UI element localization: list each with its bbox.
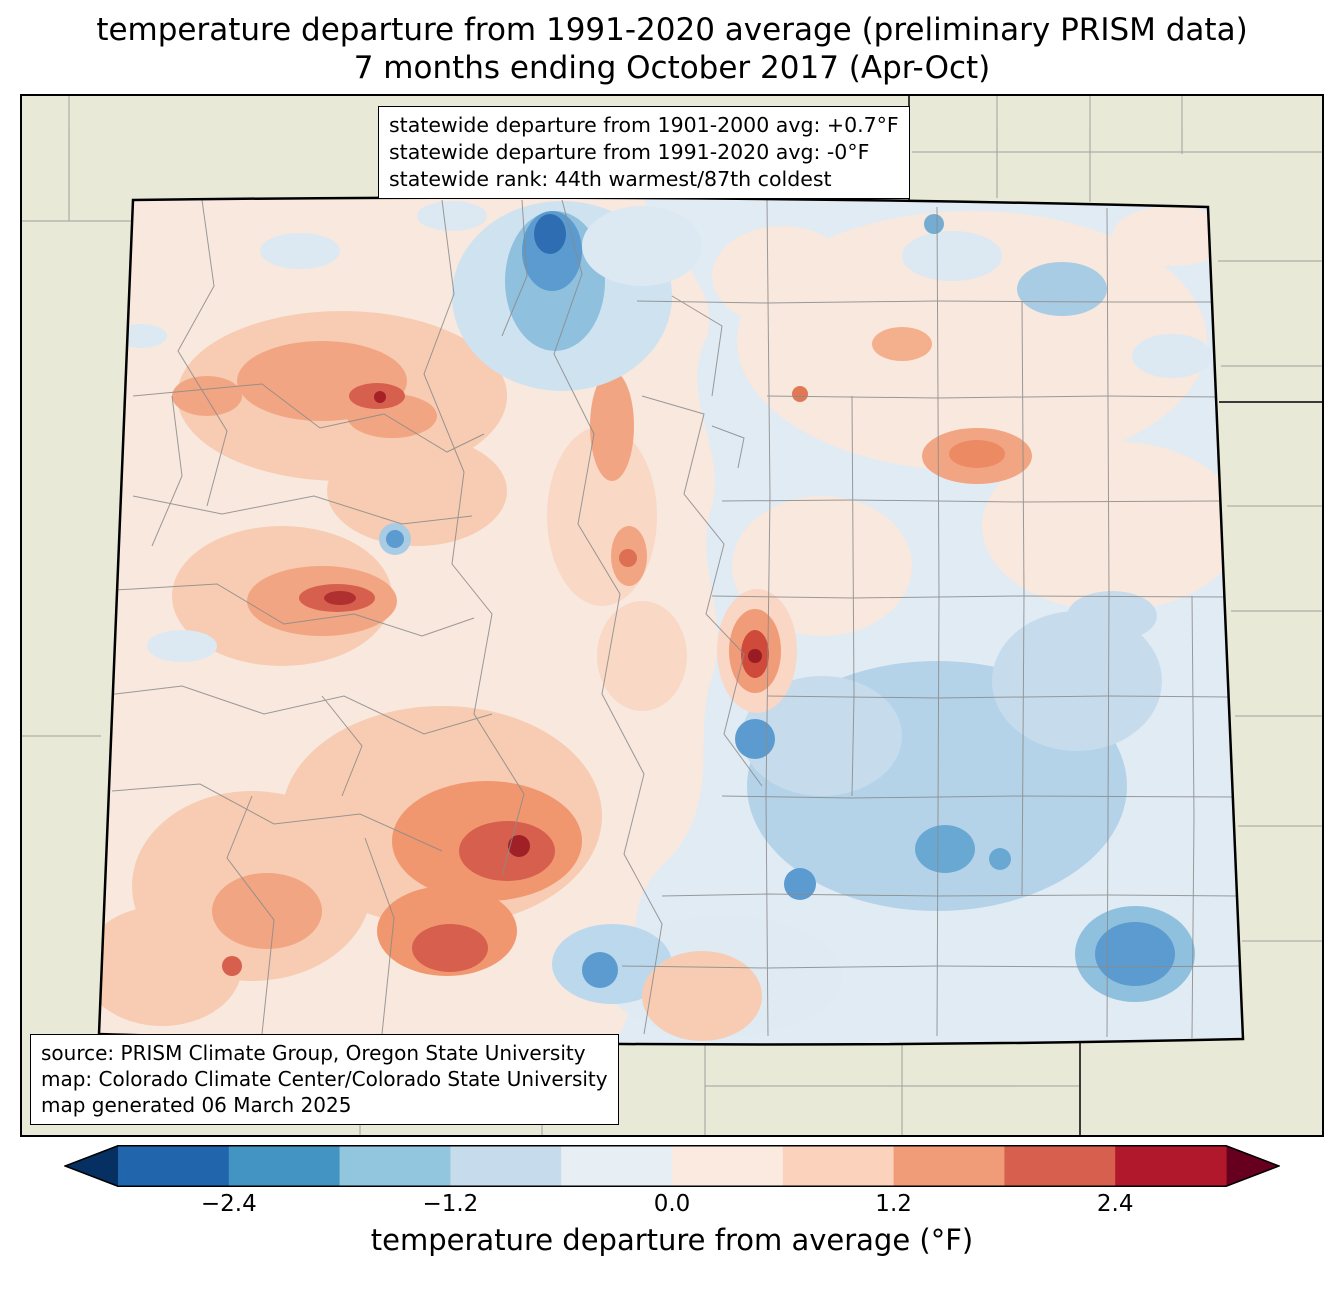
source-line-3: map generated 06 March 2025: [41, 1093, 352, 1118]
stats-line-2: statewide departure from 1991-2020 avg: …: [389, 139, 870, 164]
statewide-stats-box: statewide departure from 1901-2000 avg: …: [378, 105, 910, 199]
colorado-temperature-map: [22, 95, 1322, 1135]
title-line-2: 7 months ending October 2017 (Apr-Oct): [353, 49, 991, 86]
colorbar-tick: 2.4: [1096, 1190, 1134, 1217]
temperature-field: [99, 197, 1243, 1045]
colorbar-ticks: −2.4 −1.2 0.0 1.2 2.4: [64, 1187, 1280, 1221]
colorbar-scale: [64, 1144, 1280, 1187]
colorbar-tick: −2.4: [200, 1190, 257, 1217]
source-attribution-box: source: PRISM Climate Group, Oregon Stat…: [30, 1033, 619, 1125]
neighbor-county-lines: [22, 95, 1322, 1135]
page-title: temperature departure from 1991-2020 ave…: [0, 0, 1344, 88]
colorbar-label: temperature departure from average (°F): [370, 1222, 974, 1257]
colorbar-tick: −1.2: [422, 1190, 479, 1217]
colorbar-tick: 0.0: [653, 1190, 691, 1217]
source-line-1: source: PRISM Climate Group, Oregon Stat…: [41, 1040, 586, 1065]
colorbar: −2.4 −1.2 0.0 1.2 2.4 temperature departure …: [64, 1144, 1280, 1257]
stats-line-3: statewide rank: 44th warmest/87th coldes…: [389, 166, 832, 191]
stats-line-1: statewide departure from 1901-2000 avg: …: [389, 112, 899, 137]
colorbar-tick: 1.2: [875, 1190, 912, 1217]
source-line-2: map: Colorado Climate Center/Colorado St…: [41, 1067, 608, 1092]
title-line-1: temperature departure from 1991-2020 ave…: [96, 12, 1248, 48]
county-boundaries: [99, 199, 1242, 1038]
map-frame: statewide departure from 1901-2000 avg: …: [20, 93, 1324, 1137]
